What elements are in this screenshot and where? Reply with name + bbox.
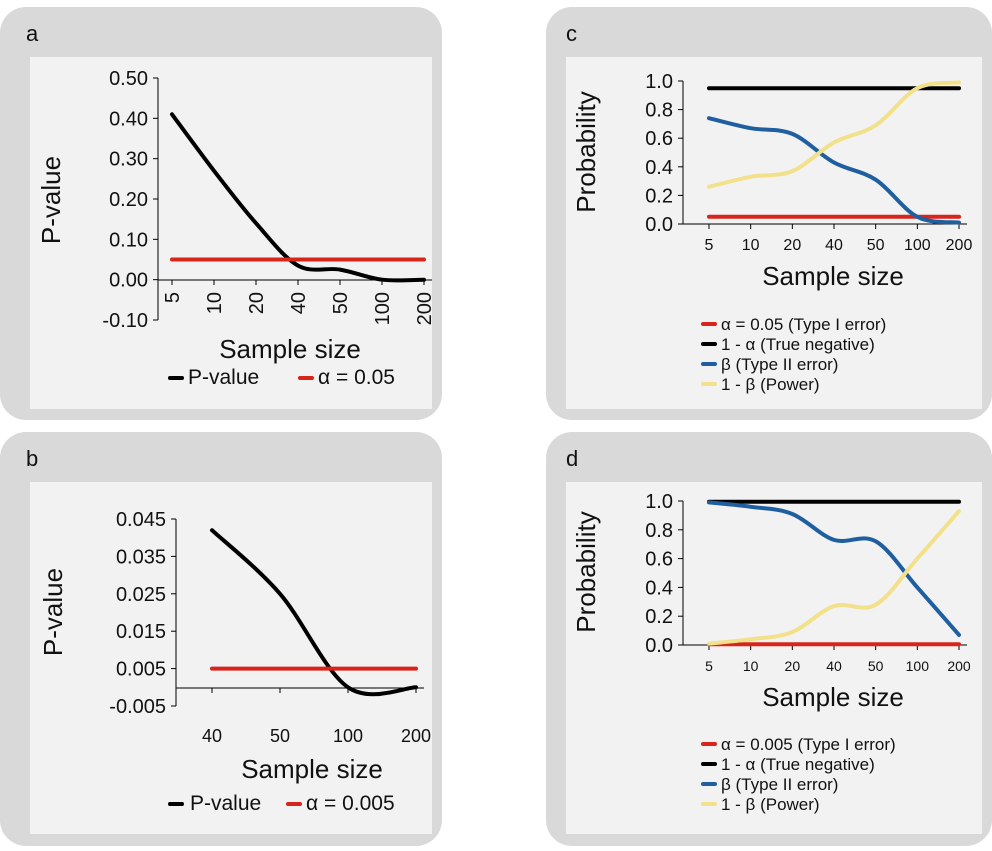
y-tick-label-b: -0.005 bbox=[109, 696, 166, 718]
x-tick-label-b: 40 bbox=[202, 726, 222, 746]
series-line-d bbox=[707, 500, 961, 637]
x-tick-label-c: 50 bbox=[867, 237, 885, 254]
y-tick-label-d: 0.8 bbox=[645, 520, 673, 542]
x-tick-label-c: 5 bbox=[705, 237, 714, 254]
x-tick-label-a: 10 bbox=[204, 292, 226, 314]
x-tick-label-a: 20 bbox=[246, 292, 268, 314]
x-tick-label-a: 100 bbox=[372, 292, 394, 325]
legend-label-a: P-value bbox=[188, 366, 259, 389]
y-tick-label-a: 0.50 bbox=[109, 68, 148, 90]
y-axis-title-c: Probability bbox=[571, 91, 601, 212]
x-tick-label-c: 20 bbox=[783, 237, 801, 254]
panel-letter-b: b bbox=[26, 446, 39, 471]
series-line-a bbox=[170, 112, 426, 283]
x-tick-label-d: 40 bbox=[826, 658, 842, 674]
y-tick-label-b: 0.005 bbox=[116, 659, 166, 681]
x-axis-title-a: Sample size bbox=[219, 334, 361, 364]
x-tick-label-d: 5 bbox=[705, 658, 713, 674]
x-tick-label-a: 200 bbox=[414, 292, 436, 325]
y-tick-label-a: 0.00 bbox=[109, 270, 148, 292]
x-tick-label-d: 200 bbox=[947, 658, 971, 674]
x-axis-title-b: Sample size bbox=[241, 754, 383, 784]
plot-area-a bbox=[30, 57, 432, 409]
legend-label-d: β (Type II error) bbox=[721, 775, 838, 794]
series-line-c bbox=[707, 116, 961, 225]
x-tick-label-a: 5 bbox=[162, 292, 184, 303]
y-tick-label-c: 0.2 bbox=[645, 185, 673, 207]
series-line-d bbox=[707, 509, 961, 646]
legend-label-d: 1 - α (True negative) bbox=[721, 755, 875, 774]
legend-label-d: 1 - β (Power) bbox=[721, 795, 820, 814]
y-axis-title-d: Probability bbox=[571, 511, 601, 632]
y-axis-title-b: P-value bbox=[38, 568, 68, 656]
legend-label-d: α = 0.005 (Type I error) bbox=[721, 735, 896, 754]
x-tick-label-b: 50 bbox=[270, 726, 290, 746]
x-tick-label-a: 40 bbox=[288, 292, 310, 314]
y-tick-label-c: 0.6 bbox=[645, 128, 673, 150]
x-tick-label-d: 20 bbox=[785, 658, 801, 674]
plot-area-d bbox=[566, 482, 982, 834]
y-tick-label-c: 0.8 bbox=[645, 100, 673, 122]
y-tick-label-c: 1.0 bbox=[645, 71, 673, 93]
y-tick-label-b: 0.025 bbox=[116, 584, 166, 606]
x-tick-label-d: 10 bbox=[743, 658, 759, 674]
y-tick-label-a: 0.40 bbox=[109, 108, 148, 130]
y-tick-label-b: 0.015 bbox=[116, 621, 166, 643]
y-tick-label-b: 0.045 bbox=[116, 509, 166, 531]
x-tick-label-c: 10 bbox=[742, 237, 760, 254]
y-tick-label-a: 0.30 bbox=[109, 149, 148, 171]
panel-letter-a: a bbox=[26, 21, 39, 46]
legend-label-c: 1 - β (Power) bbox=[721, 375, 820, 394]
y-tick-label-a: 0.10 bbox=[109, 229, 148, 251]
plot-area-b bbox=[30, 482, 432, 834]
y-tick-label-b: 0.035 bbox=[116, 546, 166, 568]
y-tick-label-d: 1.0 bbox=[645, 491, 673, 513]
y-tick-label-c: 0.4 bbox=[645, 157, 673, 179]
x-tick-label-c: 200 bbox=[946, 237, 973, 254]
x-axis-title-c: Sample size bbox=[762, 261, 904, 291]
x-tick-label-d: 100 bbox=[906, 658, 930, 674]
y-tick-label-d: 0.4 bbox=[645, 577, 673, 599]
legend-label-c: α = 0.05 (Type I error) bbox=[721, 315, 886, 334]
x-tick-label-d: 50 bbox=[868, 658, 884, 674]
series-line-c bbox=[707, 80, 961, 189]
legend-label-c: β (Type II error) bbox=[721, 355, 838, 374]
panel-letter-d: d bbox=[566, 446, 579, 471]
x-tick-label-c: 40 bbox=[825, 237, 843, 254]
x-tick-label-c: 100 bbox=[904, 237, 931, 254]
x-axis-title-d: Sample size bbox=[762, 682, 904, 712]
x-tick-label-b: 200 bbox=[401, 726, 431, 746]
legend-label-b: P-value bbox=[190, 792, 261, 815]
y-tick-label-a: 0.20 bbox=[109, 189, 148, 211]
y-tick-label-c: 0.0 bbox=[645, 214, 673, 236]
y-axis-title-a: P-value bbox=[36, 156, 66, 244]
x-tick-label-b: 100 bbox=[333, 726, 363, 746]
series-line-b bbox=[210, 528, 418, 697]
y-tick-label-d: 0.2 bbox=[645, 606, 673, 628]
plot-area-c bbox=[566, 57, 982, 409]
y-tick-label-d: 0.0 bbox=[645, 635, 673, 657]
x-tick-label-a: 50 bbox=[330, 292, 352, 314]
legend-label-b: α = 0.005 bbox=[306, 792, 395, 815]
y-tick-label-a: -0.10 bbox=[102, 310, 148, 332]
legend-label-a: α = 0.05 bbox=[318, 366, 395, 389]
legend-label-c: 1 - α (True negative) bbox=[721, 335, 875, 354]
y-tick-label-d: 0.6 bbox=[645, 549, 673, 571]
panel-letter-c: c bbox=[566, 21, 577, 46]
